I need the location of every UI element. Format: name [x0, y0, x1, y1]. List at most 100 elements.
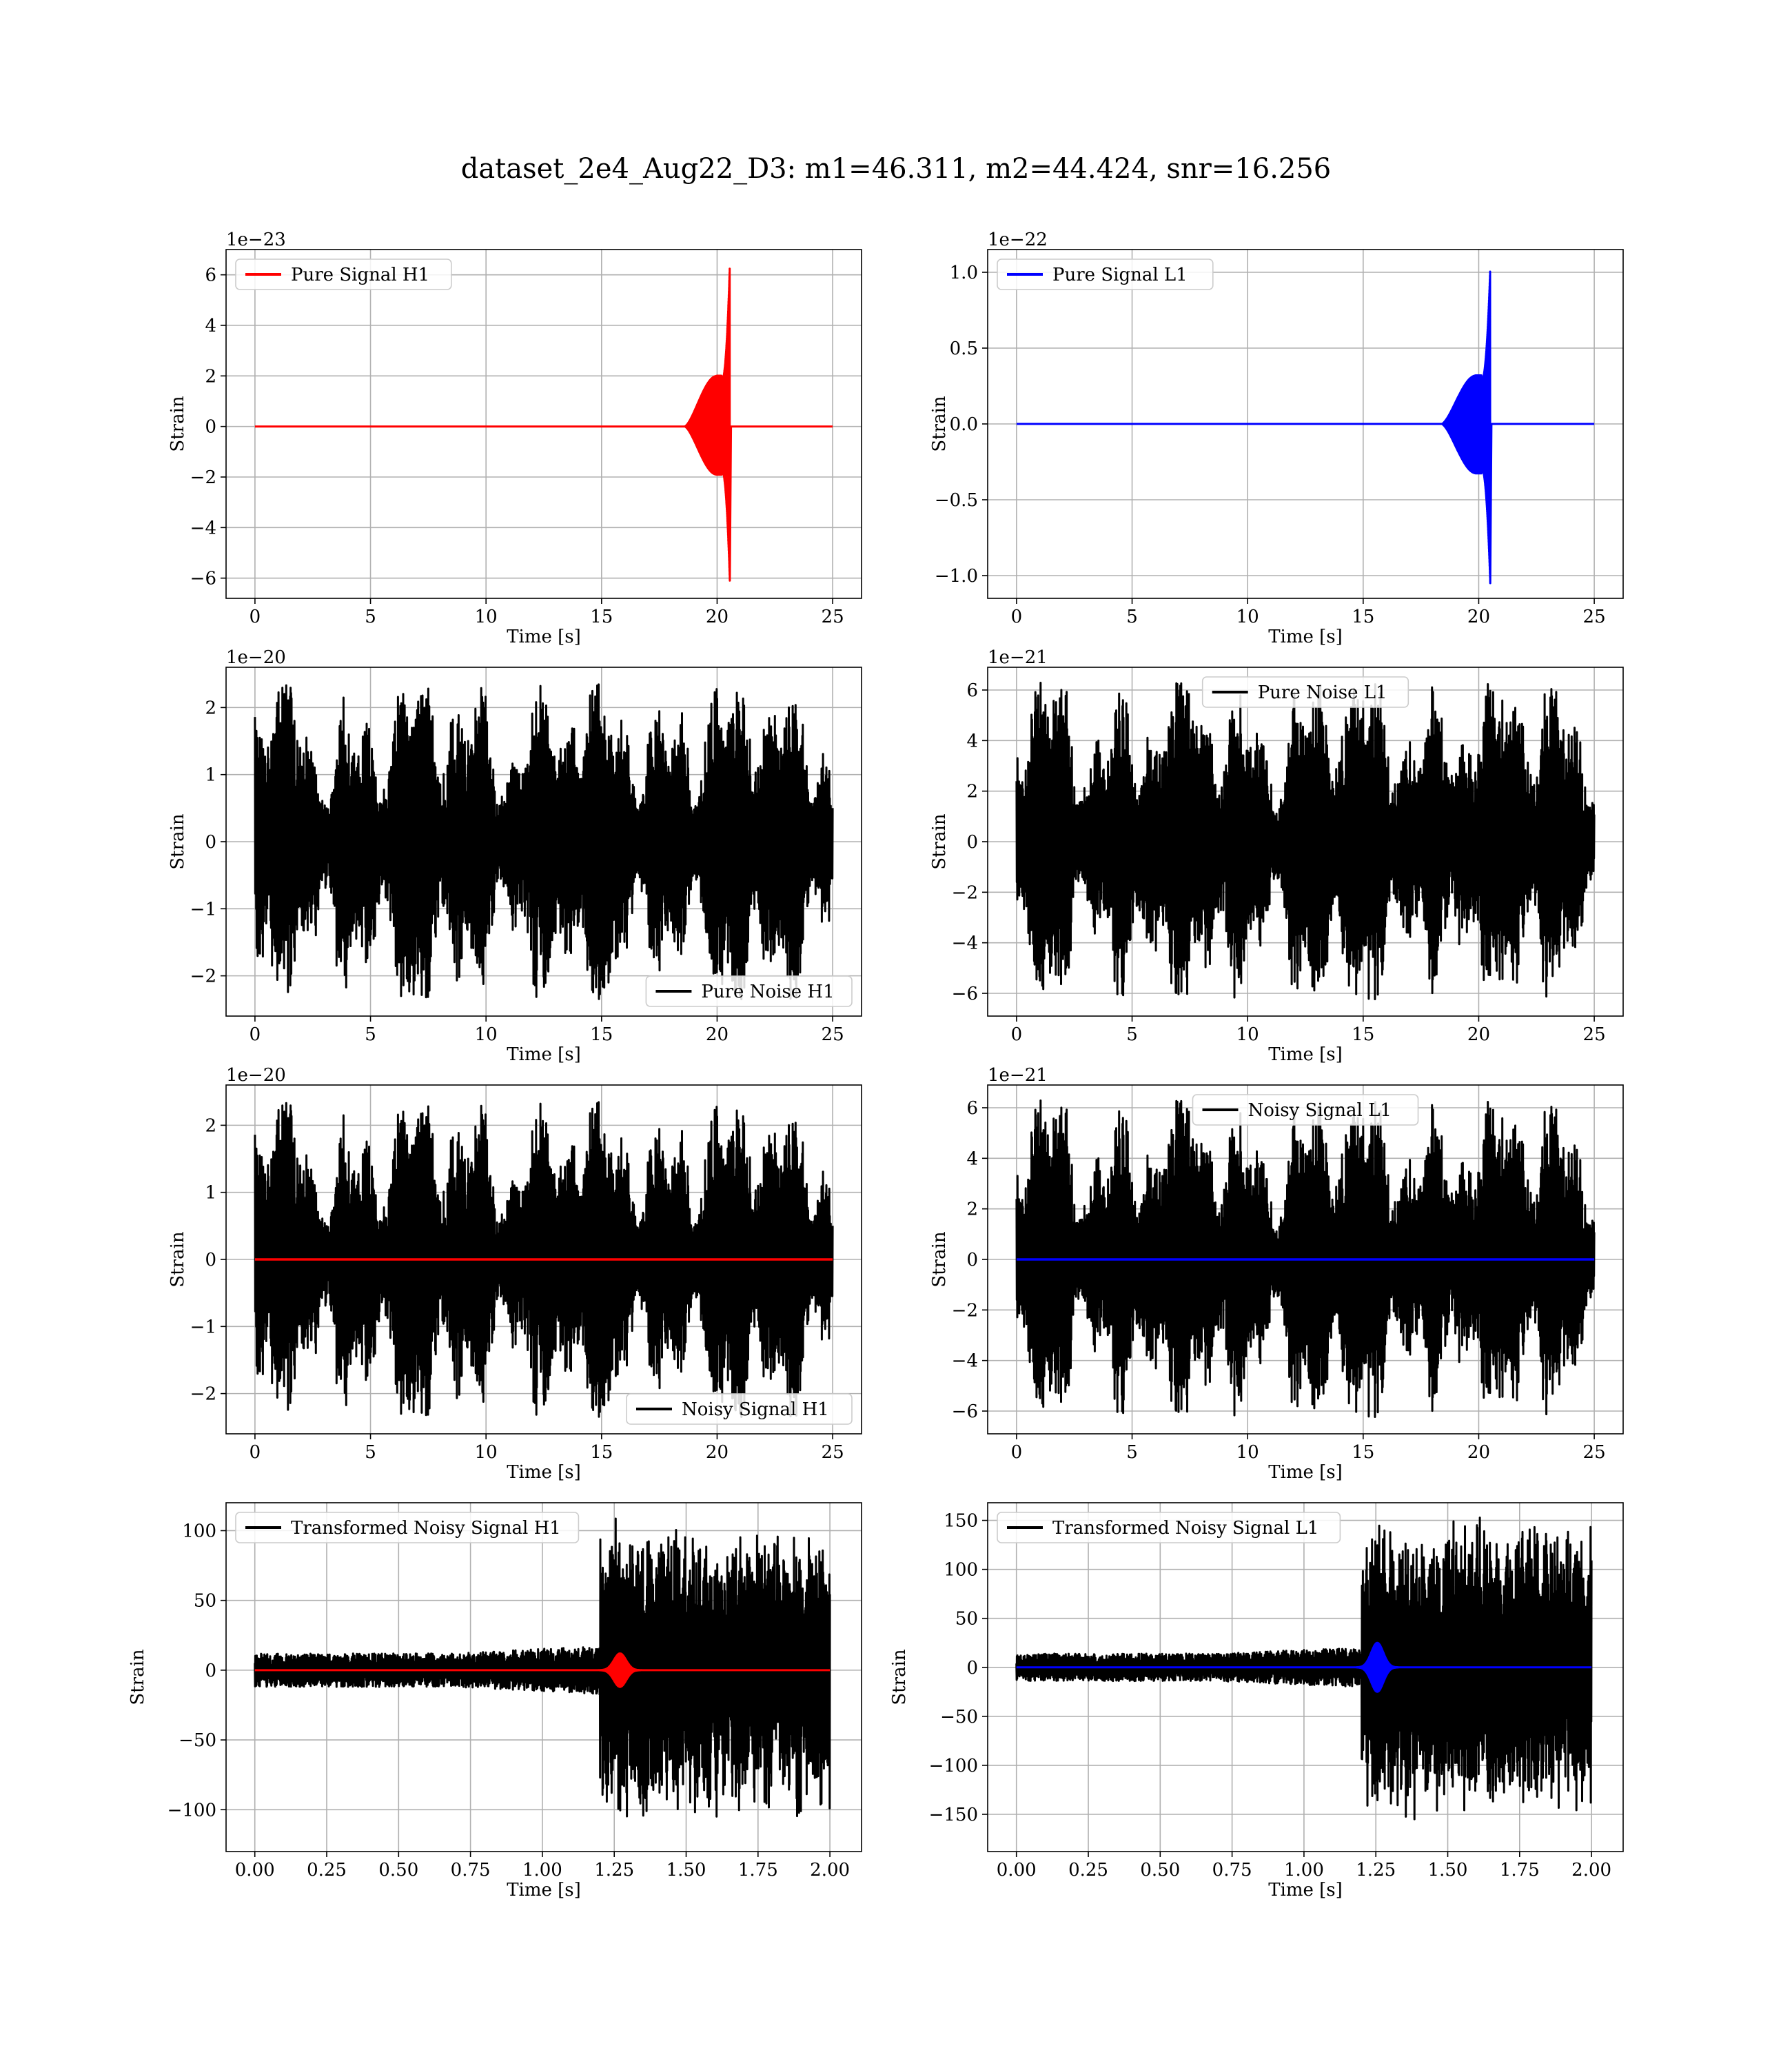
legend: Pure Noise H1 [645, 975, 853, 1007]
y-axis-label: Strain [929, 1231, 950, 1288]
y-axis-label: Strain [929, 813, 950, 870]
x-tick-label: 25 [1583, 1442, 1606, 1463]
x-axis-label: Time [s] [507, 627, 581, 647]
y-tick-label: 6 [966, 680, 978, 701]
y-tick-label: −1 [190, 1317, 216, 1337]
y-tick-label: −4 [952, 933, 978, 954]
legend-label: Pure Noise H1 [701, 982, 834, 1002]
subplot-transformed-noisy-signal-l1: 0.00 0.25 0.50 0.75 1.00 1.25 1.50 1.75 2.00 −150… [889, 1502, 1624, 1900]
x-tick-label: 5 [1126, 1442, 1138, 1463]
legend-label: Pure Noise L1 [1258, 682, 1387, 703]
y-tick-label: 1 [205, 1183, 216, 1204]
x-tick-label: 25 [822, 607, 844, 627]
y-tick-label: −0.5 [935, 490, 978, 511]
x-tick-label: 1.25 [1356, 1860, 1396, 1881]
y-tick-label: 4 [966, 1148, 978, 1169]
x-axis-label: Time [s] [507, 1880, 581, 1900]
x-tick-label: 5 [365, 1024, 376, 1045]
series-line-pure-signal-h1 [254, 267, 833, 582]
x-tick-label: 0.50 [1140, 1860, 1180, 1881]
series-group [254, 267, 833, 582]
y-tick-label: −1.0 [935, 566, 978, 587]
y-tick-label: −1 [190, 899, 216, 920]
legend-box [235, 1512, 580, 1543]
y-axis-label: Strain [167, 813, 188, 870]
x-axis-label: Time [s] [1268, 627, 1343, 647]
axes-frame [225, 249, 862, 599]
series-group [1015, 1517, 1593, 1821]
y-tick-label: 2 [205, 1115, 216, 1136]
y-tick-label: 2 [966, 782, 978, 802]
y-tick-label: 1 [205, 765, 216, 786]
legend-label: Pure Signal L1 [1052, 265, 1188, 285]
y-tick-label: 0 [205, 832, 216, 853]
y-tick-label: −2 [190, 1384, 216, 1405]
x-tick-label: 20 [706, 1442, 729, 1463]
x-tick-label: 10 [1236, 1024, 1259, 1045]
legend-box [1192, 1094, 1419, 1126]
x-tick-label: 1.50 [1428, 1860, 1468, 1881]
x-tick-label: 1.00 [522, 1860, 562, 1881]
x-tick-label: 2.00 [810, 1860, 850, 1881]
y-tick-label: 0 [205, 1250, 216, 1270]
x-tick-label: 1.50 [666, 1860, 706, 1881]
axis-offset-text: 1e−21 [988, 647, 1048, 668]
y-tick-label: −50 [940, 1707, 978, 1727]
y-tick-label: 0.5 [950, 338, 978, 359]
axis-offset-text: 1e−22 [988, 230, 1048, 250]
y-tick-label: 2 [205, 698, 216, 718]
series-line-noisy-signal-l1 [1015, 1099, 1596, 1418]
legend: Noisy Signal H1 [626, 1393, 853, 1425]
legend-label: Noisy Signal H1 [682, 1399, 829, 1420]
series-group [254, 683, 834, 1000]
x-tick-label: 20 [706, 1024, 729, 1045]
y-tick-label: 50 [955, 1609, 978, 1630]
x-tick-label: 0 [250, 607, 261, 627]
x-tick-label: 25 [822, 1024, 844, 1045]
axis-offset-text: 1e−21 [988, 1065, 1048, 1086]
y-tick-label: 100 [182, 1521, 216, 1541]
x-tick-label: 0 [1011, 1024, 1023, 1045]
y-tick-label: 100 [944, 1560, 978, 1581]
series-group [254, 1101, 834, 1418]
axis-offset-text: 1e−20 [226, 1065, 286, 1086]
legend: Transformed Noisy Signal L1 [997, 1512, 1341, 1543]
x-tick-label: 25 [1583, 607, 1606, 627]
x-tick-label: 5 [365, 607, 376, 627]
y-tick-label: 0 [966, 1250, 978, 1270]
x-axis-label: Time [s] [1268, 1044, 1343, 1065]
series-line-transformed-noisy-signal-h1-overlay-1 [254, 1652, 831, 1688]
y-tick-label: −6 [952, 984, 978, 1004]
subplot-noisy-signal-l1: 0 5 10 15 20 25 −6 −4 −2 0 2 4 6 Time [s] Strain 1e−21 N… [929, 1065, 1624, 1483]
y-tick-label: −2 [952, 1300, 978, 1321]
y-tick-label: 0 [205, 1661, 216, 1681]
x-tick-label: 1.75 [738, 1860, 778, 1881]
legend-box [1201, 676, 1409, 708]
x-tick-label: 15 [1352, 1442, 1374, 1463]
y-tick-label: −50 [179, 1730, 216, 1751]
x-axis-label: Time [s] [1268, 1462, 1343, 1483]
x-tick-label: 0.25 [1068, 1860, 1108, 1881]
x-tick-label: 0.00 [997, 1860, 1037, 1881]
x-tick-label: 20 [706, 607, 729, 627]
x-tick-label: 0 [1011, 607, 1023, 627]
figure-title: dataset_2e4_Aug22_D3: m1=46.311, m2=44.4… [461, 153, 1332, 185]
x-tick-label: 20 [1467, 1442, 1490, 1463]
x-tick-label: 20 [1467, 607, 1490, 627]
x-tick-label: 15 [1352, 607, 1374, 627]
y-tick-label: 0 [966, 1658, 978, 1679]
x-axis-label: Time [s] [507, 1044, 581, 1065]
series-group [254, 1517, 831, 1818]
y-tick-label: −2 [952, 882, 978, 903]
y-tick-label: 4 [205, 316, 216, 336]
series-group [1015, 682, 1596, 1000]
y-tick-label: −2 [190, 966, 216, 987]
series-line-pure-noise-l1 [1015, 682, 1596, 1000]
y-axis-label: Strain [929, 396, 950, 452]
legend-box [626, 1393, 853, 1425]
legend: Pure Signal L1 [997, 258, 1214, 290]
legend: Pure Noise L1 [1201, 676, 1409, 708]
legend-label: Transformed Noisy Signal H1 [291, 1518, 561, 1539]
series-line-transformed-noisy-signal-h1 [254, 1517, 831, 1818]
